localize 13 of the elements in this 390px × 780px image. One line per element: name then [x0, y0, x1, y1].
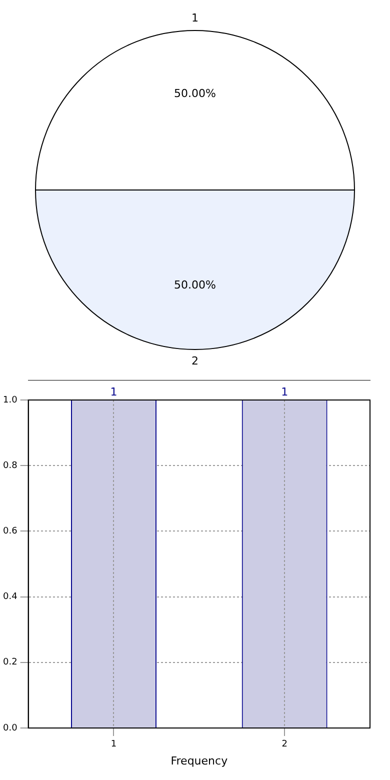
y-tick-label: 0.4: [2, 592, 18, 602]
y-tick-label: 0.0: [2, 723, 18, 734]
y-tick-label: 0.6: [2, 526, 18, 537]
data-label: 1: [110, 385, 118, 398]
data-label: 1: [281, 385, 288, 398]
y-tick-label: 0.2: [2, 658, 18, 668]
y-tick-label: 1.0: [2, 395, 18, 406]
data-label: 50.00%: [174, 87, 216, 100]
x-axis-title: Frequency: [170, 754, 228, 768]
slice-label: 1: [192, 11, 198, 24]
slice-label: 2: [192, 354, 198, 368]
data-label: 50.00%: [174, 278, 216, 292]
y-tick-label: 0.8: [2, 460, 18, 471]
